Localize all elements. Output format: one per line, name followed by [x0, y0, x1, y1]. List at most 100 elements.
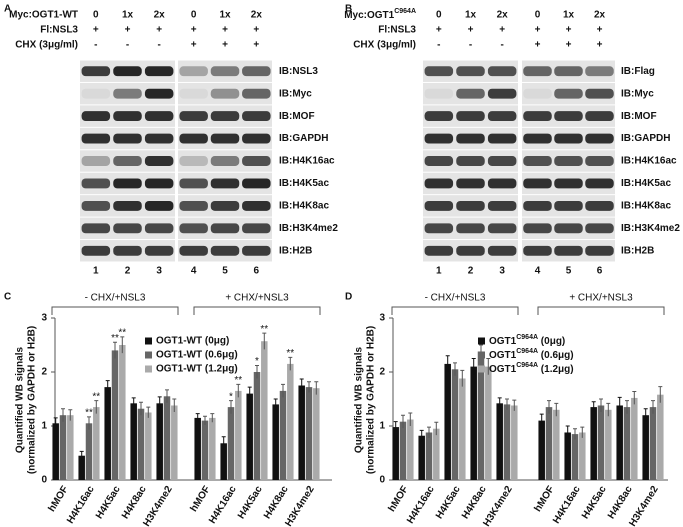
- error-bar: [281, 383, 285, 398]
- lane-number: 1: [93, 266, 99, 277]
- bar: [597, 405, 605, 480]
- blot-band: [456, 245, 485, 256]
- header-cell: 1x: [465, 10, 477, 21]
- panel-letter: A: [4, 4, 11, 15]
- header-cell: +: [253, 25, 259, 36]
- bar: [156, 403, 163, 480]
- y-axis-title: Quantified WB signals: [15, 347, 26, 454]
- bar: [657, 394, 664, 480]
- bar: [433, 428, 440, 480]
- legend-swatch: [478, 351, 485, 359]
- error-bar: [94, 400, 99, 414]
- blot-band: [554, 111, 583, 122]
- bar: [287, 363, 294, 480]
- error-bar: [651, 400, 655, 414]
- blot-band: [456, 178, 485, 189]
- blot-band: [424, 66, 454, 77]
- bar: [616, 405, 623, 480]
- header-label: CHX (3μg/ml): [353, 40, 416, 51]
- header-cell: 1x: [219, 10, 231, 21]
- bar: [623, 407, 631, 480]
- legend-label-part: OGT1: [489, 364, 517, 375]
- antibody-label: IB:H3K4me2: [279, 223, 338, 234]
- blot-band: [210, 88, 240, 99]
- blot-band: [523, 111, 552, 122]
- error-bar: [131, 397, 136, 409]
- blot-band: [242, 88, 271, 99]
- error-bar: [61, 408, 65, 422]
- blot-band: [424, 156, 454, 166]
- bar: [59, 415, 67, 480]
- blot-band: [585, 178, 614, 189]
- error-bar: [573, 428, 577, 440]
- error-bar: [120, 336, 125, 354]
- blot-band: [585, 156, 614, 166]
- header-label: Myc:OGT1C964A: [344, 8, 416, 20]
- legend-swatch: [145, 351, 152, 359]
- header-cell: 2x: [594, 10, 606, 21]
- y-tick-label: 0: [41, 475, 47, 486]
- blot-band: [113, 111, 142, 122]
- blot-band: [81, 133, 111, 144]
- error-bar: [401, 414, 405, 429]
- error-bar: [157, 396, 162, 410]
- header-cell: +: [253, 40, 259, 51]
- error-bar: [625, 400, 629, 414]
- bar: [298, 385, 305, 480]
- bar: [631, 397, 638, 480]
- blot-band: [179, 178, 208, 189]
- blot-band: [144, 66, 174, 77]
- bar: [272, 404, 279, 480]
- blot-band: [554, 245, 583, 256]
- bar: [194, 417, 201, 480]
- x-tick-label: H4K5ac: [434, 484, 463, 521]
- blot-band: [81, 88, 111, 99]
- x-tick-label: H4K5ac: [580, 484, 609, 521]
- lane-number: 6: [254, 266, 260, 277]
- legend-label-part: OGT1: [489, 336, 517, 347]
- error-bar: [643, 408, 648, 422]
- blot-band: [179, 156, 208, 166]
- blot-band: [456, 88, 485, 99]
- blot-band: [81, 111, 111, 122]
- error-bar: [606, 402, 611, 417]
- bar: [111, 350, 119, 480]
- blot-band: [113, 133, 142, 144]
- header-cell: +: [191, 40, 197, 51]
- blot-band: [242, 245, 271, 256]
- bar: [279, 390, 287, 480]
- header-cell: +: [597, 25, 603, 36]
- blot-band: [424, 133, 454, 144]
- blot-band: [554, 66, 583, 77]
- legend-label-part: C964A: [516, 334, 538, 341]
- header-cell: -: [500, 40, 503, 51]
- blot-band: [179, 133, 208, 144]
- error-bar: [419, 429, 424, 442]
- header-cell: +: [535, 25, 541, 36]
- bar: [163, 396, 171, 480]
- lane-number: 2: [468, 266, 474, 277]
- lane-number: 3: [499, 266, 505, 277]
- error-bar: [255, 365, 259, 379]
- error-bar: [288, 356, 293, 371]
- blot-band: [113, 156, 142, 166]
- error-bar: [105, 380, 110, 394]
- header-label-part: C964A: [394, 8, 416, 15]
- panel-letter: D: [345, 292, 352, 303]
- blot-band: [456, 111, 485, 122]
- error-bar: [229, 400, 233, 414]
- significance-mark: **: [118, 328, 126, 339]
- blot-band: [523, 223, 552, 234]
- bar: [538, 420, 545, 480]
- header-cell: +: [597, 40, 603, 51]
- y-axis-title: Quantified WB signals: [354, 347, 365, 454]
- blot-band: [242, 223, 271, 234]
- legend-label-part: C964A: [516, 348, 538, 355]
- header-label: CHX (3μg/ml): [15, 40, 78, 51]
- panel-letter: C: [4, 292, 11, 303]
- legend-label-part: (0μg): [538, 336, 565, 347]
- blot-band: [113, 178, 142, 189]
- bar: [545, 407, 553, 480]
- header-cell: +: [222, 25, 228, 36]
- bar: [93, 407, 100, 480]
